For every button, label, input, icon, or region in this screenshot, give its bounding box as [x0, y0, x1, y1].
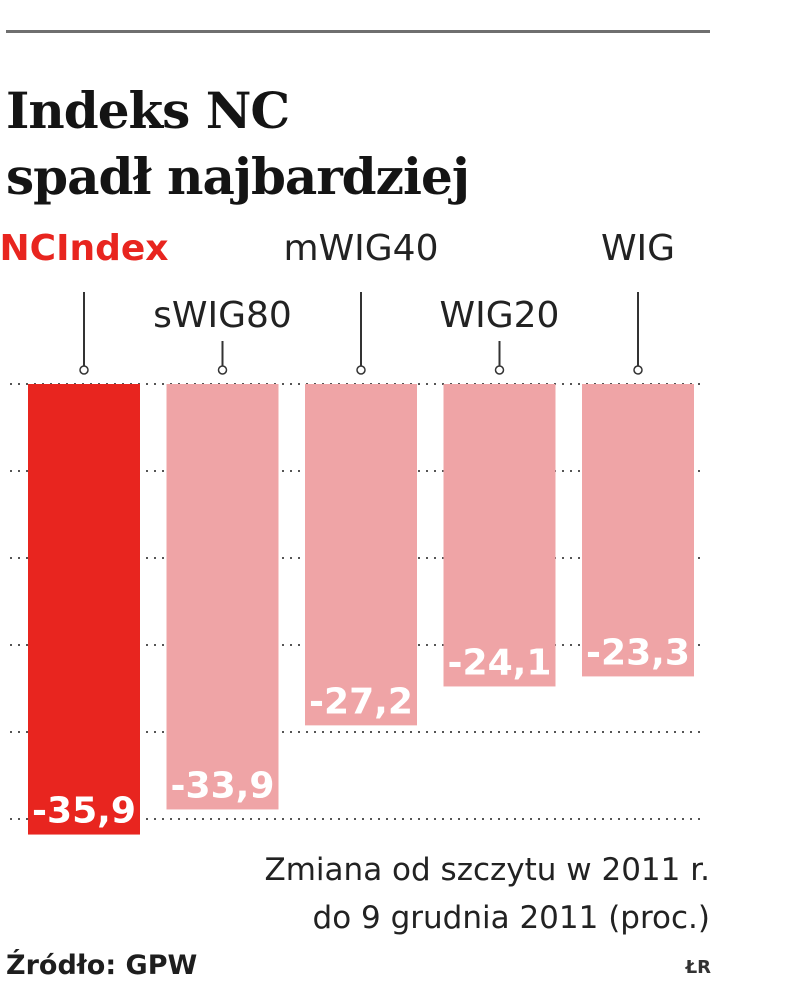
category-label-wig: WIG — [601, 228, 675, 269]
value-label-wig20: -24,1 — [448, 642, 552, 683]
bar-wig — [582, 384, 694, 677]
top-rule — [6, 30, 710, 33]
category-label-mwig40: mWIG40 — [284, 228, 439, 269]
author-credit: ŁR — [685, 957, 711, 978]
chart-title-line-1: Indeks NC — [6, 81, 290, 140]
bar-wig20 — [443, 384, 556, 687]
value-label-wig: -23,3 — [586, 632, 690, 673]
category-label-swig80: sWIG80 — [153, 295, 292, 336]
source-note: Źródło: GPW — [6, 950, 198, 981]
bar-mwig40 — [305, 384, 417, 726]
bar-ncindex — [28, 384, 140, 835]
chart-title: Indeks NC spadł najbardziej — [6, 78, 726, 210]
value-label-mwig40: -27,2 — [309, 681, 413, 722]
category-label-wig20: WIG20 — [440, 295, 560, 336]
label-connectors — [79, 292, 643, 375]
connector-dot-swig80 — [217, 365, 228, 375]
connector-dot-wig20 — [494, 365, 505, 375]
bars — [28, 384, 694, 835]
value-label-ncindex: -35,9 — [32, 791, 136, 832]
value-label-swig80: -33,9 — [171, 765, 275, 806]
connector-dot-mwig40 — [356, 365, 366, 375]
connector-dot-ncindex — [79, 365, 89, 375]
bar-swig80 — [166, 384, 279, 810]
value-labels: -35,9 -33,9 -27,2 -24,1 -23,3 — [32, 632, 690, 831]
chart-subtitle-line-1: Zmiana od szczytu w 2011 r. — [264, 852, 711, 888]
chart-subtitle: Zmiana od szczytu w 2011 r. do 9 grudnia… — [265, 846, 711, 942]
chart-title-line-2: spadł najbardziej — [6, 147, 470, 206]
chart-subtitle-line-2: do 9 grudnia 2011 (proc.) — [312, 900, 710, 936]
connector-dot-wig — [633, 365, 643, 375]
category-label-ncindex: NCIndex — [0, 228, 168, 269]
